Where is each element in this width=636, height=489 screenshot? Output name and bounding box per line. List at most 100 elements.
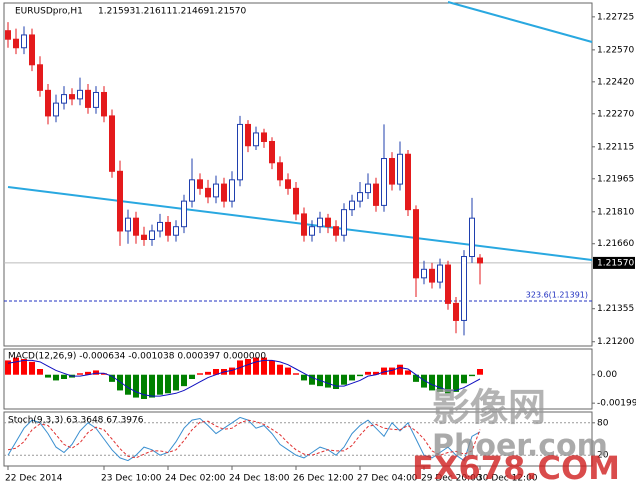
x-tick-label: 29 Dec 20:00 [421,474,482,484]
x-tick-label: 23 Dec 10:00 [101,474,162,484]
candle-body [37,64,43,91]
macd-bar [133,374,139,398]
y-tick-label: 1.21810 [597,207,634,217]
stoch-label: Stoch(9,3,3) 63.3648 67.3976 [8,416,144,426]
candle-body [189,179,195,202]
candle-body [413,209,419,279]
macd-bar [181,374,187,387]
macd-bar [349,374,355,381]
macd-bar [229,367,235,375]
candle-body [349,200,355,211]
macd-bar [45,374,51,378]
y-tick-label: 1.22570 [597,45,634,55]
y-tick-label: 1.22270 [597,109,634,119]
macd-label: MACD(12,26,9) -0.000634 -0.001038 0.0003… [8,352,266,362]
candle-body [301,213,307,236]
macd-bar [333,374,339,389]
candle-body [365,183,371,194]
y-tick-label: 1.22115 [597,142,634,152]
watermark: Phoer.com [432,429,608,464]
candle-body [149,230,155,240]
candle-body [5,30,11,40]
macd-panel [3,348,593,410]
candle-body [277,162,283,181]
macd-bar [109,374,115,382]
x-tick-label: 27 Dec 04:00 [357,474,418,484]
macd-bar [405,370,411,375]
macd-bar [157,374,163,395]
macd-bar [197,373,203,375]
current-price-label: 1.21570 [597,258,634,268]
candle-body [309,226,315,236]
candle-body [213,183,219,198]
candle-body [133,217,139,236]
macd-bar [93,370,99,375]
macd-bar [149,374,155,398]
candle-body [13,38,19,49]
stoch-signal-line [7,419,481,459]
macd-bar [53,374,59,381]
candle-body [141,234,147,240]
y-tick-label: 1.22420 [597,77,634,87]
trend-line [7,186,593,261]
candle-body [421,268,427,279]
plot-layer: 1.22725 1.22570 1.22420 1.22270 1.22115 1.219… [4,12,636,484]
candle-body [61,94,67,104]
candle-body [477,257,483,264]
candle-body [469,217,475,258]
header-low: 1.21469 [172,7,209,17]
candle-body [341,209,347,236]
candle-body [29,34,35,66]
macd-bar [429,374,435,391]
macd-bar [325,374,331,388]
macd-bar [389,367,395,375]
y-tick-label: 80 [597,418,609,428]
candle-body [181,200,187,228]
x-tick-label: 24 Dec 18:00 [229,474,290,484]
x-tick-label: 26 Dec 12:00 [293,474,354,484]
candle-body [261,132,267,142]
macd-bar [461,374,467,384]
candle-body [429,268,435,283]
candle-body [229,179,235,202]
candle-body [253,132,259,147]
y-tick-label: 1.21965 [597,174,634,184]
macd-bar [117,374,123,391]
macd-bar [13,357,19,375]
macd-bar [477,369,483,375]
macd-bar [341,374,347,385]
macd-bar [205,371,211,375]
candle-body [117,170,123,232]
candle-body [197,179,203,189]
macd-bar [29,361,35,375]
macd-bar [261,357,267,375]
y-tick-label: 1.21355 [597,304,634,314]
y-tick-label: 20 [597,451,609,461]
candle-body [85,89,91,108]
macd-bar [437,374,443,392]
macd-bar [469,374,475,377]
macd-bar [189,374,195,379]
candle-body [285,179,291,189]
candle-body [333,226,339,236]
macd-bar [141,374,147,399]
macd-bar [269,360,275,375]
header-close: 1.21570 [209,7,246,17]
candle-body [165,221,171,236]
candle-body [45,89,51,117]
macd-bar [61,374,67,379]
macd-bar [413,374,419,382]
level-label: 323.6(1.21391) [526,291,588,300]
current-price-box [593,256,635,269]
macd-bar [173,374,179,391]
header-open: 1.21593 [98,7,135,17]
candle-body [173,226,179,236]
y-tick-label: 0.00 [597,370,617,380]
candle-body [77,89,83,100]
trend-line [447,1,593,43]
candle-body [389,158,395,185]
candle-body [461,256,467,321]
candle-body [293,187,299,215]
